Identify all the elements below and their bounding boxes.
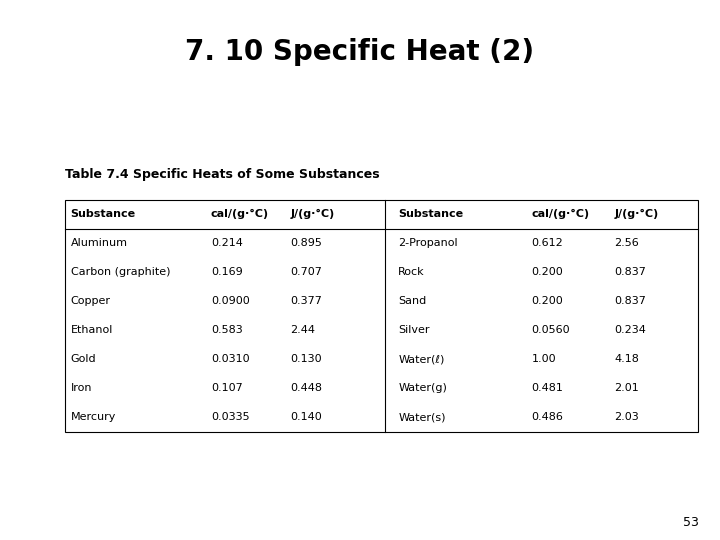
Text: Silver: Silver bbox=[398, 326, 430, 335]
Text: J/(g·°C): J/(g·°C) bbox=[290, 210, 334, 219]
Text: 0.0560: 0.0560 bbox=[531, 326, 570, 335]
Text: 0.0310: 0.0310 bbox=[211, 354, 250, 364]
Text: Gold: Gold bbox=[71, 354, 96, 364]
Text: Table 7.4 Specific Heats of Some Substances: Table 7.4 Specific Heats of Some Substan… bbox=[65, 168, 379, 181]
Text: Copper: Copper bbox=[71, 296, 111, 306]
Text: Sand: Sand bbox=[398, 296, 426, 306]
Text: 0.481: 0.481 bbox=[531, 383, 563, 394]
Text: 0.448: 0.448 bbox=[290, 383, 322, 394]
Text: Water(ℓ): Water(ℓ) bbox=[398, 354, 444, 364]
Text: Iron: Iron bbox=[71, 383, 92, 394]
Text: 0.169: 0.169 bbox=[211, 267, 243, 278]
Text: Substance: Substance bbox=[71, 210, 135, 219]
Text: 0.214: 0.214 bbox=[211, 238, 243, 248]
Text: 2.03: 2.03 bbox=[614, 413, 639, 422]
Text: 0.0900: 0.0900 bbox=[211, 296, 250, 306]
Text: J/(g·°C): J/(g·°C) bbox=[614, 210, 658, 219]
Text: Substance: Substance bbox=[398, 210, 463, 219]
Text: 0.612: 0.612 bbox=[531, 238, 563, 248]
Text: 0.486: 0.486 bbox=[531, 413, 563, 422]
Text: 2.56: 2.56 bbox=[614, 238, 639, 248]
Text: Water(s): Water(s) bbox=[398, 413, 446, 422]
Text: Aluminum: Aluminum bbox=[71, 238, 127, 248]
Text: 0.140: 0.140 bbox=[290, 413, 322, 422]
Text: 0.837: 0.837 bbox=[614, 267, 646, 278]
Text: Ethanol: Ethanol bbox=[71, 326, 113, 335]
Text: Carbon (graphite): Carbon (graphite) bbox=[71, 267, 170, 278]
Text: 7. 10 Specific Heat (2): 7. 10 Specific Heat (2) bbox=[186, 38, 534, 66]
Text: 0.583: 0.583 bbox=[211, 326, 243, 335]
Text: 2.01: 2.01 bbox=[614, 383, 639, 394]
Text: cal/(g·°C): cal/(g·°C) bbox=[211, 210, 269, 219]
Text: 4.18: 4.18 bbox=[614, 354, 639, 364]
Text: Mercury: Mercury bbox=[71, 413, 116, 422]
Text: 53: 53 bbox=[683, 516, 698, 529]
Text: 0.234: 0.234 bbox=[614, 326, 646, 335]
Text: 0.0335: 0.0335 bbox=[211, 413, 250, 422]
Text: 2-Propanol: 2-Propanol bbox=[398, 238, 458, 248]
Text: 0.377: 0.377 bbox=[290, 296, 322, 306]
Text: 0.200: 0.200 bbox=[531, 296, 563, 306]
Text: 0.107: 0.107 bbox=[211, 383, 243, 394]
Text: 0.895: 0.895 bbox=[290, 238, 322, 248]
Text: cal/(g·°C): cal/(g·°C) bbox=[531, 210, 590, 219]
Text: 0.200: 0.200 bbox=[531, 267, 563, 278]
Text: 2.44: 2.44 bbox=[290, 326, 315, 335]
Text: 0.130: 0.130 bbox=[290, 354, 322, 364]
Text: 0.707: 0.707 bbox=[290, 267, 322, 278]
Text: Rock: Rock bbox=[398, 267, 425, 278]
Text: 1.00: 1.00 bbox=[531, 354, 556, 364]
Text: Water(g): Water(g) bbox=[398, 383, 447, 394]
Text: 0.837: 0.837 bbox=[614, 296, 646, 306]
